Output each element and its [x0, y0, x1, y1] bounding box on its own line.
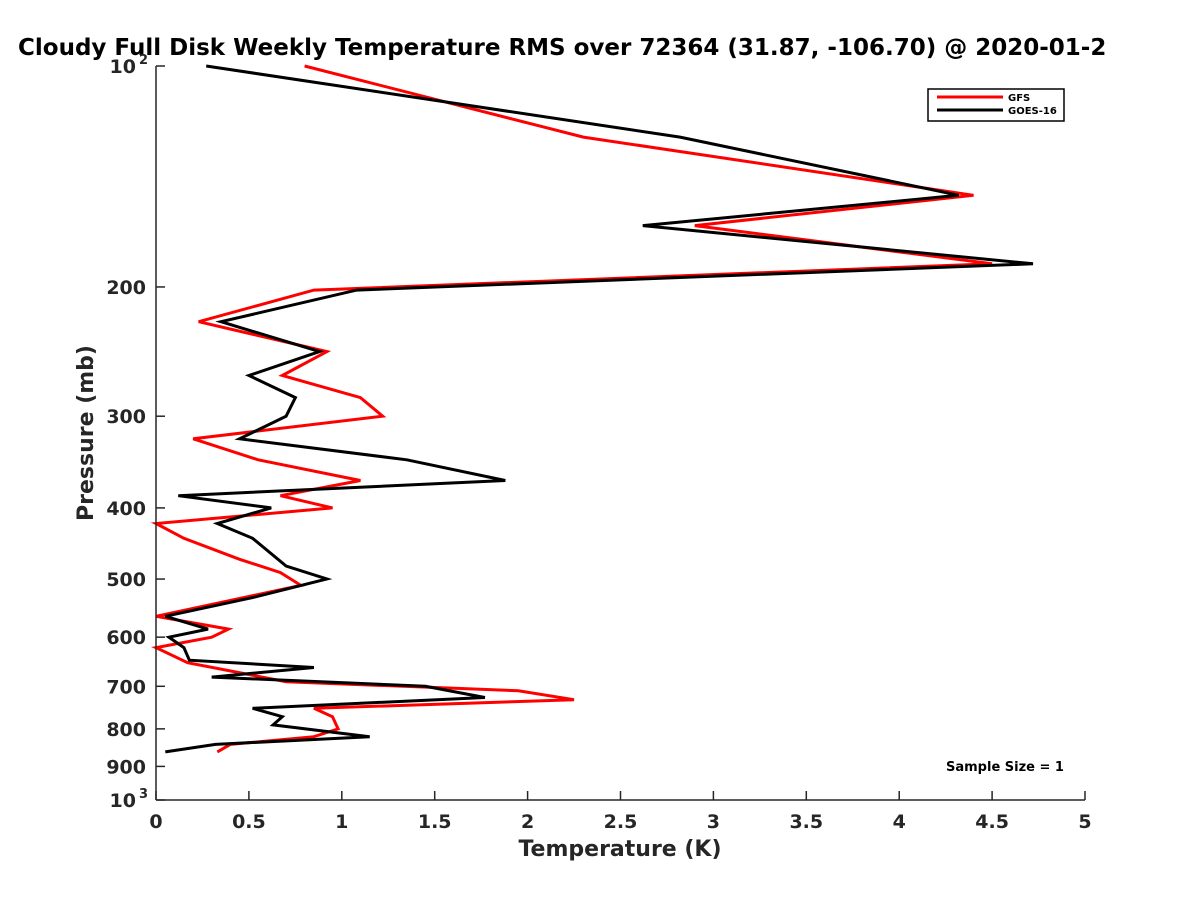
legend-box	[927, 88, 1065, 122]
y-tick-label: 10	[110, 790, 136, 812]
x-tick-label: 2	[521, 811, 534, 833]
x-ticks: 0 0.5 1 1.5 2 2.5 3 3.5 4 4.5 5	[149, 791, 1092, 833]
x-axis-label: Temperature (K)	[518, 837, 721, 862]
plot-lines	[150, 64, 1034, 754]
y-tick-label: 300	[106, 406, 146, 428]
legend: GFS GOES-16	[927, 88, 1065, 122]
y-tick-label: 600	[106, 627, 146, 649]
y-tick-label: 10	[110, 56, 136, 78]
y-axis-label: Pressure (mb)	[74, 345, 99, 521]
x-tick-label: 3	[707, 811, 720, 833]
y-tick-label: 400	[106, 498, 146, 520]
series-line-gfs	[150, 64, 993, 754]
x-tick-label: 3.5	[789, 811, 823, 833]
x-tick-label: 0.5	[232, 811, 266, 833]
y-tick-exponent: 2	[139, 53, 148, 68]
x-tick-label: 4.5	[975, 811, 1009, 833]
y-tick-label: 700	[106, 676, 146, 698]
x-tick-label: 5	[1078, 811, 1091, 833]
y-tick-label: 900	[106, 756, 146, 778]
legend-label-gfs: GFS	[1008, 93, 1030, 104]
y-tick-label: 800	[106, 719, 146, 741]
x-tick-label: 0	[149, 811, 162, 833]
series-line-goes-16	[164, 64, 1034, 754]
x-tick-label: 4	[893, 811, 906, 833]
chart-title: Cloudy Full Disk Weekly Temperature RMS …	[18, 35, 1106, 61]
y-tick-label: 200	[106, 277, 146, 299]
x-tick-label: 1	[335, 811, 348, 833]
x-tick-label: 1.5	[418, 811, 452, 833]
axes	[155, 66, 1085, 801]
sample-size-annotation: Sample Size = 1	[946, 760, 1064, 775]
y-tick-label: 500	[106, 569, 146, 591]
x-tick-label: 2.5	[604, 811, 638, 833]
y-tick-exponent: 3	[139, 787, 148, 802]
legend-label-goes: GOES-16	[1008, 106, 1057, 117]
